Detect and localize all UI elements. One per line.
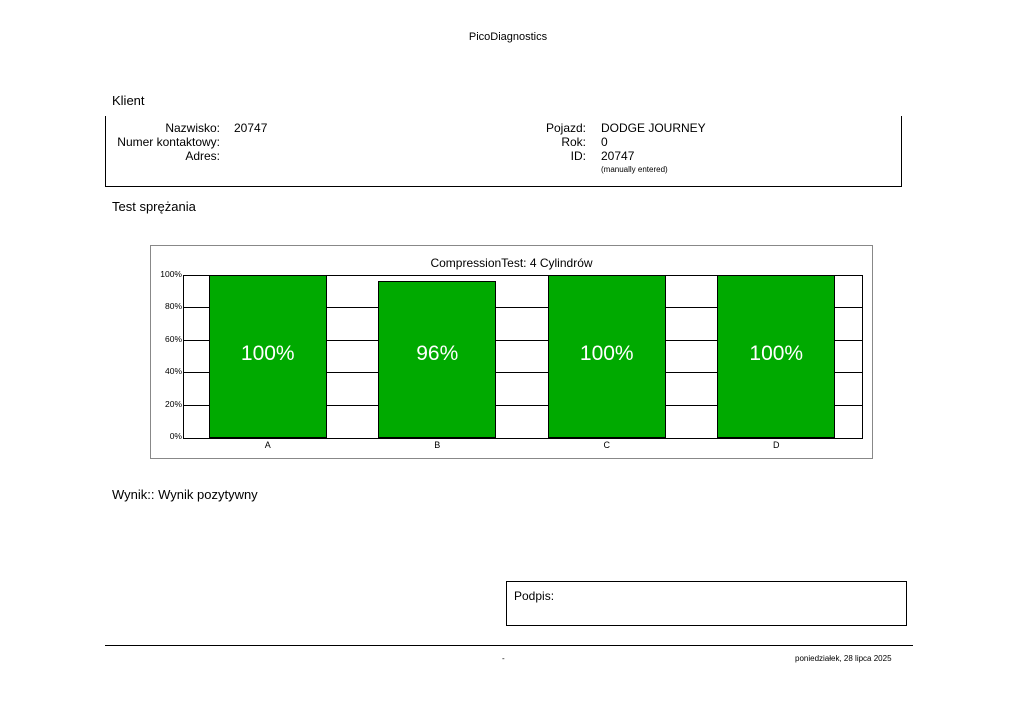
x-tick-label: A — [264, 440, 271, 450]
contact-label: Numer kontaktowy: — [117, 135, 220, 149]
y-tick-label: 0% — [169, 431, 182, 441]
year-label: Rok: — [561, 135, 586, 149]
bar-value-label: 100% — [579, 342, 634, 365]
signature-box — [506, 581, 907, 626]
address-label: Adres: — [185, 149, 220, 163]
chart-title: CompressionTest: 4 Cylindrów — [430, 256, 593, 270]
chart-gridline — [183, 404, 862, 406]
vehicle-label: Pojazd: — [545, 121, 586, 135]
bar-value-label: 100% — [749, 342, 804, 365]
surname-value: 20747 — [234, 121, 268, 135]
surname-label: Nazwisko: — [165, 121, 220, 135]
y-tick-label: 20% — [164, 398, 182, 409]
bar-value-label: 100% — [240, 342, 295, 365]
bar-c — [547, 275, 666, 438]
test-section-title: Test sprężania — [112, 199, 196, 214]
bar-d — [717, 275, 836, 438]
x-tick-label: C — [603, 440, 611, 450]
x-tick-label: B — [434, 440, 441, 450]
bar-a — [208, 275, 327, 438]
y-tick-label: 40% — [164, 366, 182, 377]
y-tick-label: 100% — [160, 269, 182, 279]
year-value: 0 — [601, 135, 608, 149]
bar-value-label: 96% — [416, 342, 459, 365]
chart-gridline — [183, 307, 862, 309]
id-value: 20747 — [601, 149, 635, 163]
result-text: Wynik:: Wynik pozytywny — [112, 487, 258, 502]
footer-center-text: - — [502, 654, 505, 663]
id-label: ID: — [570, 149, 586, 163]
client-section-title: Klient — [112, 93, 145, 108]
chart-plot-area — [183, 275, 863, 439]
y-tick-label: 80% — [164, 301, 182, 312]
app-title: PicoDiagnostics — [468, 31, 548, 43]
chart-gridline — [183, 339, 862, 341]
vehicle-value: DODGE JOURNEY — [601, 121, 706, 135]
chart-gridline — [183, 372, 862, 374]
client-info-box — [105, 116, 902, 187]
signature-label: Podpis: — [514, 589, 555, 603]
footer-divider — [105, 645, 913, 646]
y-tick-label: 60% — [164, 333, 182, 344]
id-note: (manually entered) — [601, 165, 668, 174]
footer-date: poniedziałek, 28 lipca 2025 — [795, 654, 892, 663]
x-tick-label: D — [773, 440, 780, 450]
bar-b — [378, 281, 497, 438]
